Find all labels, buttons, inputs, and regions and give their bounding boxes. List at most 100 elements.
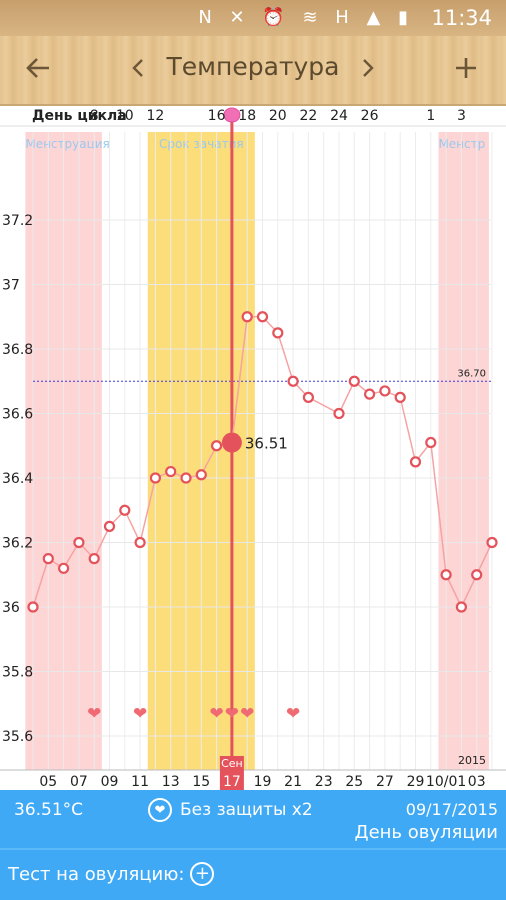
temperature-point [241, 311, 253, 323]
selected-point-label: 36.51 [245, 435, 288, 453]
temperature-point [333, 407, 345, 420]
add-button[interactable] [444, 46, 488, 90]
x-date-label: 13 [162, 774, 180, 790]
x-date-label: 17 [223, 774, 241, 790]
x-date-label: 10/01 [426, 774, 466, 790]
selected-date-highlight [219, 756, 244, 790]
y-tick-label: 37.2 [2, 213, 33, 229]
temperature-point [211, 440, 223, 452]
temperature-point [440, 569, 452, 581]
heart-icon: ❤ [87, 704, 101, 724]
temperature-point [425, 436, 437, 449]
back-button[interactable] [16, 46, 60, 90]
coverline-label: 36.70 [457, 368, 486, 379]
heart-icon: ❤ [225, 704, 239, 724]
x-date-label: 19 [254, 774, 272, 790]
cycle-day-label: 22 [299, 108, 317, 124]
temperature-point [302, 391, 314, 403]
x-date-label: 07 [70, 774, 88, 790]
cycle-day-label: 1 [426, 108, 435, 124]
status-bar: N ✕ ⏰ ≋ H ▲ ▮ 11:34 [0, 0, 506, 36]
temperature-point [180, 472, 192, 484]
x-date-label: 03 [468, 774, 486, 790]
ovulation-status: День овуляции [354, 822, 499, 843]
toolbar: Температура [0, 36, 506, 106]
temperature-value[interactable]: 36.51°C [14, 800, 84, 820]
y-tick-label: 36 [2, 600, 20, 616]
cycle-day-header: День цикла [32, 108, 127, 124]
cycle-day-label: 3 [457, 108, 466, 124]
divider [0, 848, 506, 850]
temperature-point [379, 385, 391, 397]
cycle-day-label: 12 [146, 108, 164, 124]
temperature-point [272, 327, 284, 339]
x-date-label: 21 [284, 774, 302, 790]
month-label: Сен [221, 757, 243, 770]
plus-icon [456, 58, 476, 78]
status-icons: N ✕ ⏰ ≋ H ▲ ▮ [198, 7, 414, 28]
y-tick-label: 36.8 [2, 342, 33, 358]
status-time: 11:34 [431, 6, 492, 30]
prev-button[interactable] [116, 46, 160, 90]
page-title: Температура [166, 52, 340, 81]
ovulation-test-label: Тест на овуляцию: [8, 863, 185, 885]
heart-icon: ❤ [133, 704, 147, 724]
chevron-right-icon [363, 59, 374, 77]
heart-icon: ❤ [240, 704, 254, 724]
y-tick-label: 37 [2, 278, 20, 294]
temperature-point [394, 391, 406, 403]
temperature-point [149, 472, 161, 484]
cycle-day-label: 24 [330, 108, 348, 124]
cycle-day-label: 18 [238, 108, 256, 124]
cycle-day-label: 16 [208, 108, 226, 124]
ovulation-test-row[interactable]: Тест на овуляцию: + [8, 862, 215, 886]
y-tick-label: 35.8 [2, 665, 33, 681]
cycle-day-label: 20 [269, 108, 287, 124]
ovulation-marker-icon [223, 107, 241, 123]
temperature-point [287, 375, 299, 387]
temperature-point [165, 465, 177, 478]
y-tick-label: 36.2 [2, 536, 33, 552]
temperature-point [27, 601, 39, 613]
temperature-point [73, 536, 85, 549]
selected-date: 09/17/2015 [405, 800, 498, 819]
cycle-day-label: 26 [361, 108, 379, 124]
temperature-point [471, 569, 483, 581]
temperature-point [57, 562, 70, 574]
temperature-point [103, 520, 116, 532]
temperature-point [486, 536, 498, 549]
temperature-point [364, 388, 376, 400]
temperature-point [88, 553, 100, 565]
temperature-point [195, 469, 207, 481]
y-tick-label: 35.6 [2, 729, 33, 745]
x-date-label: 15 [192, 774, 210, 790]
selected-point [221, 432, 242, 453]
intercourse-entry[interactable]: ❤ Без защиты x2 [148, 798, 313, 822]
chevron-left-icon [132, 59, 143, 77]
phase-label: Менструация [25, 137, 109, 151]
phase-band [438, 132, 489, 770]
temperature-point [134, 536, 146, 549]
heart-icon: ❤ [286, 704, 300, 724]
cycle-day-label: 8 [90, 108, 99, 124]
x-date-label: 25 [345, 774, 363, 790]
x-date-label: 23 [315, 774, 333, 790]
x-date-label: 27 [376, 774, 394, 790]
add-circle-icon[interactable]: + [190, 862, 215, 886]
arrow-left-icon [26, 58, 49, 78]
heart-icon: ❤ [148, 798, 172, 822]
temperature-point [119, 504, 131, 516]
temperature-point [409, 456, 422, 468]
day-details-panel: 36.51°C ❤ Без защиты x2 09/17/2015 День … [0, 790, 506, 900]
temperature-point [455, 601, 467, 613]
x-date-label: 29 [407, 774, 425, 790]
cycle-day-label: 10 [116, 108, 134, 124]
temperature-point [348, 375, 360, 387]
x-date-label: 11 [131, 774, 149, 790]
x-date-label: 09 [101, 774, 119, 790]
intercourse-label: Без защиты x2 [180, 800, 313, 820]
temperature-point [42, 553, 54, 565]
year-label: 2015 [458, 754, 486, 767]
next-button[interactable] [346, 46, 390, 90]
